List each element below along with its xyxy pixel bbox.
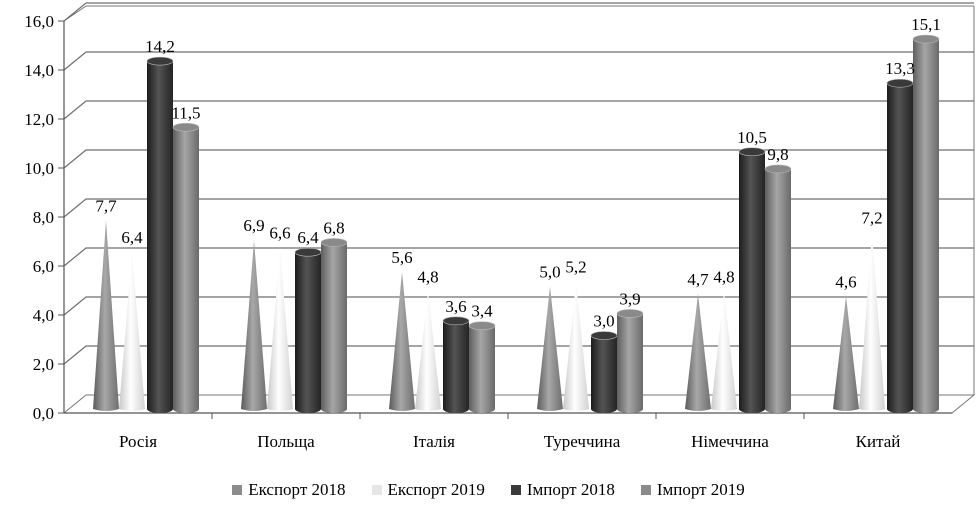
bar-0-4 bbox=[685, 293, 711, 411]
y-tick-label: 6,0 bbox=[33, 257, 54, 276]
bar-2-0 bbox=[146, 56, 174, 413]
x-tick-label: Італія bbox=[413, 432, 455, 451]
bar-1-0 bbox=[119, 252, 145, 411]
data-labels: 7,76,414,211,56,9 6,6 6,46,85,64,83,6 3,45,… bbox=[95, 15, 941, 330]
x-tick-label: Туреччина bbox=[544, 432, 621, 451]
y-tick-label: 12,0 bbox=[24, 110, 54, 129]
data-label: 9,8 bbox=[767, 145, 788, 164]
bar-2-3 bbox=[590, 331, 618, 413]
legend: Експорт 2018 Експорт 2019 Імпорт 2018 Ім… bbox=[0, 480, 977, 500]
bar-1-4 bbox=[711, 291, 737, 411]
legend-label: Експорт 2019 bbox=[387, 480, 485, 499]
gridline bbox=[63, 100, 974, 120]
legend-label: Імпорт 2018 bbox=[526, 480, 615, 499]
bar-3-0 bbox=[172, 122, 200, 413]
data-label: 4,8 bbox=[417, 267, 438, 286]
bar-0-5 bbox=[833, 296, 859, 411]
gridline bbox=[63, 247, 974, 267]
data-label: 11,5 bbox=[171, 103, 200, 122]
data-label: 7,7 bbox=[95, 196, 117, 215]
axes: 0,0 2,0 4,0 6,0 8,0 10,0 12,0 14,0 16,0 Росія Поль… bbox=[24, 12, 952, 451]
legend-label: Експорт 2018 bbox=[248, 480, 346, 499]
bar-1-1 bbox=[267, 247, 293, 411]
data-label: 5,2 bbox=[565, 258, 586, 277]
data-label: 14,2 bbox=[145, 37, 175, 56]
bar-1-5 bbox=[859, 232, 885, 411]
chart-marks bbox=[93, 34, 940, 414]
data-label: 7,2 bbox=[861, 209, 882, 228]
legend-swatch bbox=[640, 485, 651, 495]
data-label: 4,6 bbox=[835, 272, 856, 291]
bar-0-0 bbox=[93, 220, 119, 411]
y-tick-label: 14,0 bbox=[24, 61, 54, 80]
gridline bbox=[63, 2, 974, 22]
bar-3-4 bbox=[764, 164, 792, 413]
data-label: 6,8 bbox=[323, 218, 344, 237]
y-tick-label: 2,0 bbox=[33, 355, 54, 374]
gridline bbox=[63, 149, 974, 169]
data-label: 15,1 bbox=[911, 15, 941, 34]
bar-2-4 bbox=[738, 147, 766, 413]
data-label: 10,5 bbox=[737, 128, 767, 147]
bar-0-2 bbox=[389, 271, 415, 411]
bar-2-1 bbox=[294, 247, 322, 413]
data-label: 4,7 bbox=[687, 270, 709, 289]
bar-3-1 bbox=[320, 238, 348, 413]
legend-item-import-2018: Імпорт 2018 bbox=[510, 480, 615, 500]
data-label: 3,0 bbox=[593, 312, 614, 331]
gridline bbox=[63, 345, 974, 365]
y-tick-label: 8,0 bbox=[33, 208, 54, 227]
data-label: 6,6 bbox=[269, 223, 290, 242]
y-tick-label: 16,0 bbox=[24, 12, 54, 31]
bar-0-3 bbox=[537, 286, 563, 411]
data-label: 6,4 bbox=[121, 228, 143, 247]
data-label: 3,4 bbox=[471, 302, 493, 321]
y-tick-label: 10,0 bbox=[24, 159, 54, 178]
plot-walls bbox=[62, 5, 976, 414]
bar-0-1 bbox=[241, 239, 267, 411]
bar-2-2 bbox=[442, 316, 470, 413]
gridline bbox=[63, 296, 974, 316]
data-label: 5,6 bbox=[391, 248, 412, 267]
legend-swatch bbox=[510, 485, 521, 495]
gridlines bbox=[63, 2, 974, 365]
legend-swatch bbox=[371, 485, 382, 495]
data-label: 13,3 bbox=[885, 59, 915, 78]
data-label: 3,6 bbox=[445, 297, 466, 316]
legend-item-import-2019: Імпорт 2019 bbox=[640, 480, 745, 500]
bar-3-5 bbox=[912, 34, 940, 414]
y-tick-label: 4,0 bbox=[33, 306, 54, 325]
y-tick-label: 0,0 bbox=[33, 404, 54, 423]
bar-3-3 bbox=[616, 309, 644, 413]
bar-2-5 bbox=[886, 78, 914, 414]
data-label: 6,9 bbox=[243, 216, 264, 235]
bar-3-2 bbox=[468, 321, 496, 413]
data-label: 5,0 bbox=[539, 263, 560, 282]
x-tick-label: Росія bbox=[119, 432, 157, 451]
legend-item-export-2018: Експорт 2018 bbox=[232, 480, 346, 500]
bar-1-2 bbox=[415, 291, 441, 411]
x-tick-label: Китай bbox=[856, 432, 901, 451]
gridline bbox=[63, 198, 974, 218]
gridline bbox=[63, 51, 974, 71]
legend-item-export-2019: Експорт 2019 bbox=[371, 480, 485, 500]
legend-swatch bbox=[232, 485, 243, 495]
data-label: 3,9 bbox=[619, 289, 640, 308]
data-label: 4,8 bbox=[713, 267, 734, 286]
x-tick-label: Німеччина bbox=[691, 432, 769, 451]
data-label: 6,4 bbox=[297, 228, 319, 247]
x-tick-label: Польща bbox=[257, 432, 315, 451]
legend-label: Імпорт 2019 bbox=[656, 480, 745, 499]
bar-1-3 bbox=[563, 281, 589, 411]
